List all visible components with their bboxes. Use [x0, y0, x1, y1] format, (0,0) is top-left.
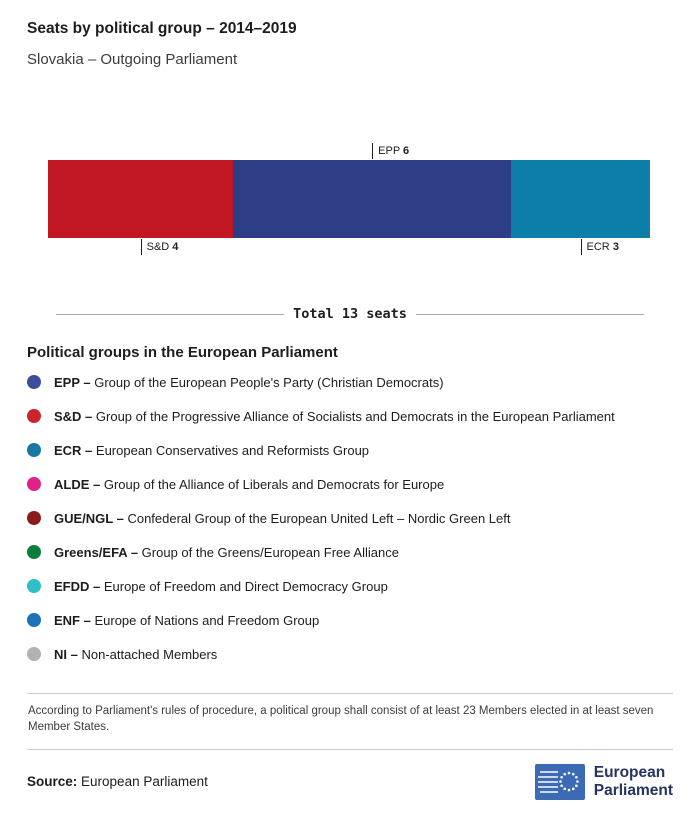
legend-dot-guengl: [27, 511, 41, 525]
legend-item-ecr: ECR – European Conservatives and Reformi…: [27, 433, 673, 467]
legend-dot-ni: [27, 647, 41, 661]
legend-dot-ecr: [27, 443, 41, 457]
legend-label: ENF – Europe of Nations and Freedom Grou…: [54, 612, 320, 628]
legend-heading: Political groups in the European Parliam…: [27, 344, 338, 361]
legend-item-alde: ALDE – Group of the Alliance of Liberals…: [27, 467, 673, 501]
legend-item-ni: NI – Non-attached Members: [27, 637, 673, 671]
label-tick: [580, 239, 582, 255]
legend-dot-epp: [27, 375, 41, 389]
logo-line2: Parliament: [593, 781, 673, 799]
source-label: Source:: [27, 774, 78, 790]
legend-label: S&D – Group of the Progressive Alliance …: [54, 408, 615, 424]
eu-flag-icon: [534, 763, 585, 800]
infographic: Seats by political group – 2014–2019 Slo…: [0, 20, 700, 800]
label-tick: [372, 143, 374, 159]
legend-label: EFDD – Europe of Freedom and Direct Demo…: [54, 578, 388, 594]
bar-label-epp: EPP 6: [372, 143, 409, 159]
legend-dot-greensefa: [27, 545, 41, 559]
legend-dot-alde: [27, 477, 41, 491]
bar-label-text: S&D 4: [146, 241, 179, 253]
total-seats-label: Total 13 seats: [293, 306, 407, 322]
legend-item-enf: ENF – Europe of Nations and Freedom Grou…: [27, 603, 673, 637]
logo-line1: European: [593, 763, 666, 781]
label-tick: [140, 239, 142, 255]
bar-segment-sd: [48, 160, 234, 238]
stacked-bar: [48, 160, 650, 238]
legend-label: ALDE – Group of the Alliance of Liberals…: [54, 476, 445, 492]
european-parliament-logo: European Parliament: [534, 763, 673, 800]
legend-item-efdd: EFDD – Europe of Freedom and Direct Demo…: [27, 569, 673, 603]
legend-item-epp: EPP – Group of the European People's Par…: [27, 365, 673, 399]
legend-label: Greens/EFA – Group of the Greens/Europea…: [54, 544, 399, 560]
legend-dot-sd: [27, 409, 41, 423]
divider-line-right: [415, 313, 645, 315]
seats-bar-chart: S&D 4 EPP 6 ECR 3: [48, 138, 650, 260]
legend-list: EPP – Group of the European People's Par…: [27, 365, 673, 671]
legend-item-greensefa: Greens/EFA – Group of the Greens/Europea…: [27, 535, 673, 569]
bar-segment-epp: [233, 160, 512, 238]
legend-item-guengl: GUE/NGL – Confederal Group of the Europe…: [27, 501, 673, 535]
legend-label: ECR – European Conservatives and Reformi…: [54, 442, 370, 458]
footnote: According to Parliament's rules of proce…: [28, 705, 654, 734]
divider-bottom: [27, 748, 673, 750]
source-line: Source: European Parliament: [27, 774, 208, 789]
page-title: Seats by political group – 2014–2019: [27, 20, 297, 37]
page-subtitle: Slovakia – Outgoing Parliament: [27, 51, 238, 68]
legend-dot-enf: [27, 613, 41, 627]
legend-label: NI – Non-attached Members: [54, 646, 218, 662]
logo-wordmark: European Parliament: [594, 764, 673, 800]
footer: Source: European Parliament: [27, 763, 673, 800]
bar-label-sd: S&D 4: [140, 239, 179, 255]
divider-top: [27, 693, 673, 694]
legend-item-sd: S&D – Group of the Progressive Alliance …: [27, 399, 673, 433]
source-text: European Parliament: [81, 774, 208, 790]
legend-dot-efdd: [27, 579, 41, 593]
legend-label: EPP – Group of the European People's Par…: [54, 374, 444, 390]
legend-label: GUE/NGL – Confederal Group of the Europe…: [54, 510, 511, 526]
bar-label-text: EPP 6: [378, 145, 410, 157]
bar-label-text: ECR 3: [586, 241, 619, 253]
bar-label-ecr: ECR 3: [580, 239, 619, 255]
bar-segment-ecr: [511, 160, 650, 238]
divider-line-left: [56, 313, 285, 315]
total-seats-divider: Total 13 seats: [56, 306, 645, 322]
